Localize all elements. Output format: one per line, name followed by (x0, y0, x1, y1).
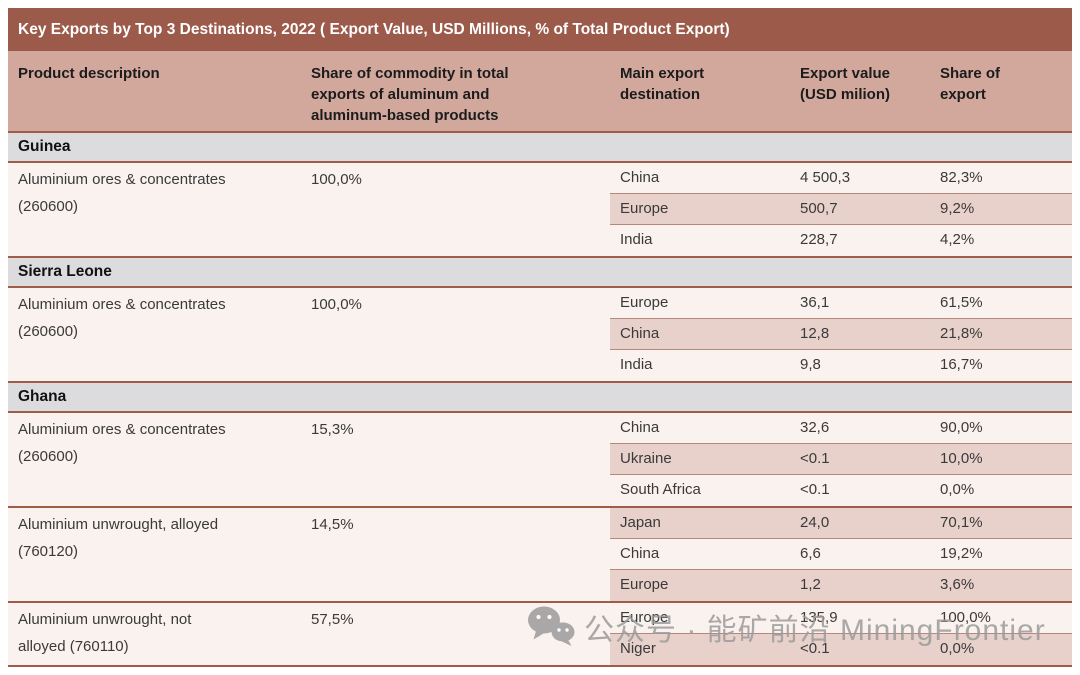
destination-row: China 32,6 90,0% (610, 413, 1072, 444)
export-share: 0,0% (940, 640, 975, 657)
export-share: 82,3% (940, 169, 983, 186)
product-share: 57,5% (311, 611, 354, 628)
destination-block: China 32,6 90,0% Ukraine <0.1 10,0% South Afri… (610, 413, 1072, 506)
country-section: Guinea Aluminium ores & concentrates (260… (8, 131, 1072, 256)
destination-row: Europe 36,1 61,5% (610, 288, 1072, 319)
export-value: 500,7 (800, 200, 838, 217)
export-table: Key Exports by Top 3 Destinations, 2022 … (8, 8, 1072, 667)
export-value: 12,8 (800, 325, 830, 342)
export-value: <0.1 (800, 450, 830, 467)
destination-row: India 228,7 4,2% (610, 225, 1072, 256)
export-share: 4,2% (940, 231, 975, 248)
product-row: Aluminium ores & concentrates (260600) 10… (8, 288, 1072, 381)
col-header-share-of-export: Share of export (940, 65, 1001, 103)
destination-row: Niger <0.1 0,0% (610, 634, 1072, 665)
export-share: 21,8% (940, 325, 983, 342)
col-header-product: Product description (18, 65, 160, 82)
destination-block: Europe 36,1 61,5% China 12,8 21,8% India 9,8 16,… (610, 288, 1072, 381)
export-value: 135,9 (800, 609, 838, 626)
export-share: 0,0% (940, 481, 975, 498)
product-share: 100,0% (311, 296, 362, 313)
destination-name: Europe (620, 576, 669, 593)
product-description-cell: Aluminium ores & concentrates (260600) (8, 288, 295, 381)
table-title: Key Exports by Top 3 Destinations, 2022 … (8, 8, 1072, 51)
product-description-cell: Aluminium unwrought, not alloyed (760110… (8, 603, 295, 665)
product-share: 14,5% (311, 516, 354, 533)
country-band: Guinea (8, 131, 1072, 163)
destination-name: India (620, 356, 653, 373)
export-share: 3,6% (940, 576, 975, 593)
product-share: 15,3% (311, 421, 354, 438)
product-row: Aluminium ores & concentrates (260600) 10… (8, 163, 1072, 256)
export-share: 70,1% (940, 514, 983, 531)
export-value: 9,8 (800, 356, 821, 373)
col-header-share: Share of commodity in total exports of a… (311, 65, 509, 124)
destination-name: China (620, 545, 660, 562)
destination-row: India 9,8 16,7% (610, 350, 1072, 381)
destination-name: Niger (620, 640, 656, 657)
export-share: 16,7% (940, 356, 983, 373)
product-row: Aluminium unwrought, alloyed (760120) 14,… (8, 506, 1072, 601)
destination-name: China (620, 169, 660, 186)
export-value: 36,1 (800, 294, 830, 311)
destination-name: Europe (620, 609, 669, 626)
export-share: 100,0% (940, 609, 991, 626)
destination-row: Europe 1,2 3,6% (610, 570, 1072, 601)
destination-row: China 12,8 21,8% (610, 319, 1072, 350)
export-value: <0.1 (800, 640, 830, 657)
product-description-cell: Aluminium ores & concentrates (260600) (8, 413, 295, 506)
table-header-row: Product description Share of commodity i… (8, 51, 1072, 131)
col-header-value: Export value (USD milion) (800, 65, 891, 103)
product-description: Aluminium ores & concentrates (260600) (18, 421, 226, 465)
export-value: 6,6 (800, 545, 821, 562)
country-band: Sierra Leone (8, 256, 1072, 288)
destination-name: Europe (620, 200, 669, 217)
product-row: Aluminium unwrought, not alloyed (760110… (8, 601, 1072, 665)
destination-name: Japan (620, 514, 661, 531)
destination-name: China (620, 325, 660, 342)
destination-name: Europe (620, 294, 669, 311)
export-share: 9,2% (940, 200, 975, 217)
product-description-cell: Aluminium unwrought, alloyed (760120) (8, 508, 295, 601)
product-description-cell: Aluminium ores & concentrates (260600) (8, 163, 295, 256)
product-description: Aluminium unwrought, not alloyed (760110… (18, 611, 192, 655)
table-body: Guinea Aluminium ores & concentrates (260… (8, 131, 1072, 665)
export-share: 61,5% (940, 294, 983, 311)
destination-row: Europe 135,9 100,0% (610, 603, 1072, 634)
destination-block: China 4 500,3 82,3% Europe 500,7 9,2% India 228… (610, 163, 1072, 256)
export-value: 32,6 (800, 419, 830, 436)
destination-name: Ukraine (620, 450, 672, 467)
destination-row: South Africa <0.1 0,0% (610, 475, 1072, 506)
export-value: <0.1 (800, 481, 830, 498)
export-value: 4 500,3 (800, 169, 851, 186)
export-share: 90,0% (940, 419, 983, 436)
export-share: 10,0% (940, 450, 983, 467)
product-share: 100,0% (311, 171, 362, 188)
destination-row: Europe 500,7 9,2% (610, 194, 1072, 225)
product-row: Aluminium ores & concentrates (260600) 15… (8, 413, 1072, 506)
destination-name: India (620, 231, 653, 248)
export-value: 24,0 (800, 514, 830, 531)
destination-row: China 4 500,3 82,3% (610, 163, 1072, 194)
export-share: 19,2% (940, 545, 983, 562)
destination-name: South Africa (620, 481, 701, 498)
destination-block: Europe 135,9 100,0% Niger <0.1 0,0% (610, 603, 1072, 665)
product-description: Aluminium ores & concentrates (260600) (18, 171, 226, 215)
product-description: Aluminium ores & concentrates (260600) (18, 296, 226, 340)
destination-row: Ukraine <0.1 10,0% (610, 444, 1072, 475)
product-description: Aluminium unwrought, alloyed (760120) (18, 516, 219, 560)
destination-name: China (620, 419, 660, 436)
country-section: Sierra Leone Aluminium ores & concentrate… (8, 256, 1072, 381)
country-band: Ghana (8, 381, 1072, 413)
destination-row: China 6,6 19,2% (610, 539, 1072, 570)
destination-block: Japan 24,0 70,1% China 6,6 19,2% Europe 1,2 3,6% (610, 508, 1072, 601)
export-value: 1,2 (800, 576, 821, 593)
destination-row: Japan 24,0 70,1% (610, 508, 1072, 539)
country-section: Ghana Aluminium ores & concentrates (2606… (8, 381, 1072, 665)
export-value: 228,7 (800, 231, 838, 248)
col-header-destination: Main export destination (620, 65, 705, 103)
